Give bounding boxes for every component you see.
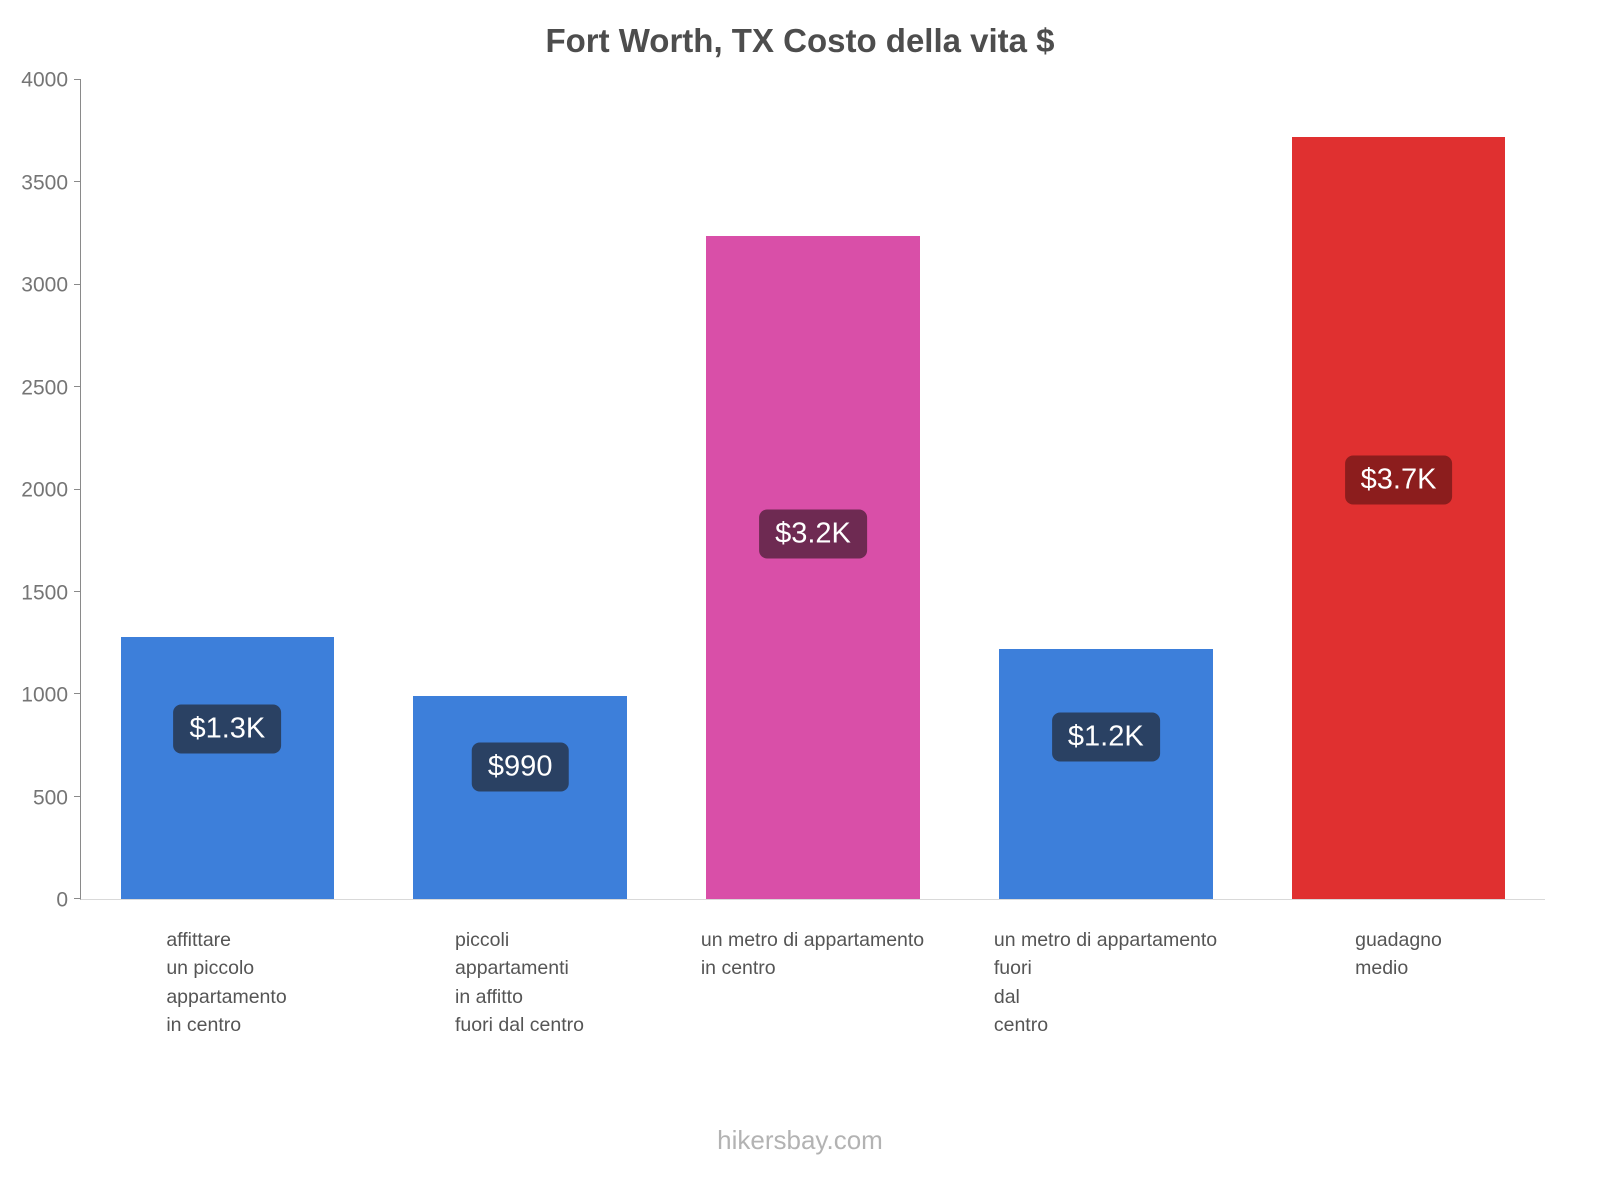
x-axis-category-label: un metro di appartamento in centro bbox=[700, 929, 925, 980]
y-axis-tick-mark bbox=[74, 79, 81, 80]
x-axis-label-cell: guadagno medio bbox=[1252, 926, 1545, 1039]
x-axis-label-cell: un metro di appartamento in centro bbox=[666, 926, 959, 1039]
bar: $3.2K bbox=[706, 235, 920, 899]
y-axis-tick-label: 2500 bbox=[21, 376, 68, 399]
y-axis-tick-mark bbox=[74, 181, 81, 183]
y-axis-tick-label: 2000 bbox=[21, 478, 68, 502]
y-axis-tick-label: 3500 bbox=[21, 171, 68, 194]
bar-value-badge: $1.3K bbox=[173, 704, 282, 754]
x-axis-label-cell: piccoli appartamenti in affitto fuori da… bbox=[373, 926, 666, 1039]
bar: $3.7K bbox=[1291, 137, 1506, 899]
y-axis-tick-mark bbox=[74, 386, 81, 388]
bar: $1.2K bbox=[998, 649, 1213, 899]
y-axis-tick-mark bbox=[74, 283, 81, 285]
y-axis-tick-label: 1000 bbox=[21, 683, 68, 707]
bar-value-badge: $3.7K bbox=[1344, 455, 1453, 505]
bar-value-badge: $1.2K bbox=[1051, 712, 1160, 762]
x-axis-category-label: un metro di appartamento fuori dal centr… bbox=[993, 929, 1218, 1036]
bar-column: $1.3K bbox=[81, 80, 374, 899]
y-axis-tick-label: 500 bbox=[32, 786, 68, 809]
y-axis-tick-label: 4000 bbox=[21, 68, 68, 92]
x-axis-category-label: affittare un piccolo appartamento in cen… bbox=[166, 929, 287, 1036]
x-axis-category-label: piccoli appartamenti in affitto fuori da… bbox=[455, 929, 584, 1036]
y-axis-tick-mark bbox=[74, 898, 81, 899]
bar-column: $990 bbox=[374, 80, 667, 899]
x-axis-labels: affittare un piccolo appartamento in cen… bbox=[80, 926, 1545, 1039]
bar: $990 bbox=[413, 696, 628, 899]
y-axis: 0 500 1000 1500 2000 2500 3000 3500 4000 bbox=[0, 70, 68, 911]
y-axis-tick-label: 1500 bbox=[21, 581, 68, 604]
bar: $1.3K bbox=[120, 636, 335, 899]
x-axis-label-cell: affittare un piccolo appartamento in cen… bbox=[80, 926, 373, 1039]
bar-column: $3.2K bbox=[667, 80, 960, 899]
footer-watermark: hikersbay.com bbox=[717, 1125, 883, 1155]
x-axis-category-label: guadagno medio bbox=[1355, 929, 1442, 980]
plot-area: $1.3K $990 $3.2K $1.2K $3.7K bbox=[74, 79, 1545, 900]
bar-chart: 0 500 1000 1500 2000 2500 3000 3500 4000 $1.3K $9… bbox=[21, 70, 1545, 1039]
bar-column: $3.7K bbox=[1252, 80, 1545, 899]
bar-value-badge: $990 bbox=[471, 742, 569, 792]
chart-title: Fort Worth, TX Costo della vita $ bbox=[545, 22, 1055, 59]
y-axis-tick-label: 0 bbox=[56, 888, 68, 912]
y-axis-tick-label: 3000 bbox=[21, 273, 68, 297]
y-axis-tick-mark bbox=[74, 488, 81, 490]
y-axis-tick-mark bbox=[74, 590, 81, 592]
bar-value-badge: $3.2K bbox=[759, 509, 867, 559]
y-axis-tick-mark bbox=[74, 795, 81, 797]
bar-column: $1.2K bbox=[959, 80, 1252, 899]
y-axis-tick-mark bbox=[74, 693, 81, 695]
x-axis-label-cell: un metro di appartamento fuori dal centr… bbox=[959, 926, 1252, 1039]
